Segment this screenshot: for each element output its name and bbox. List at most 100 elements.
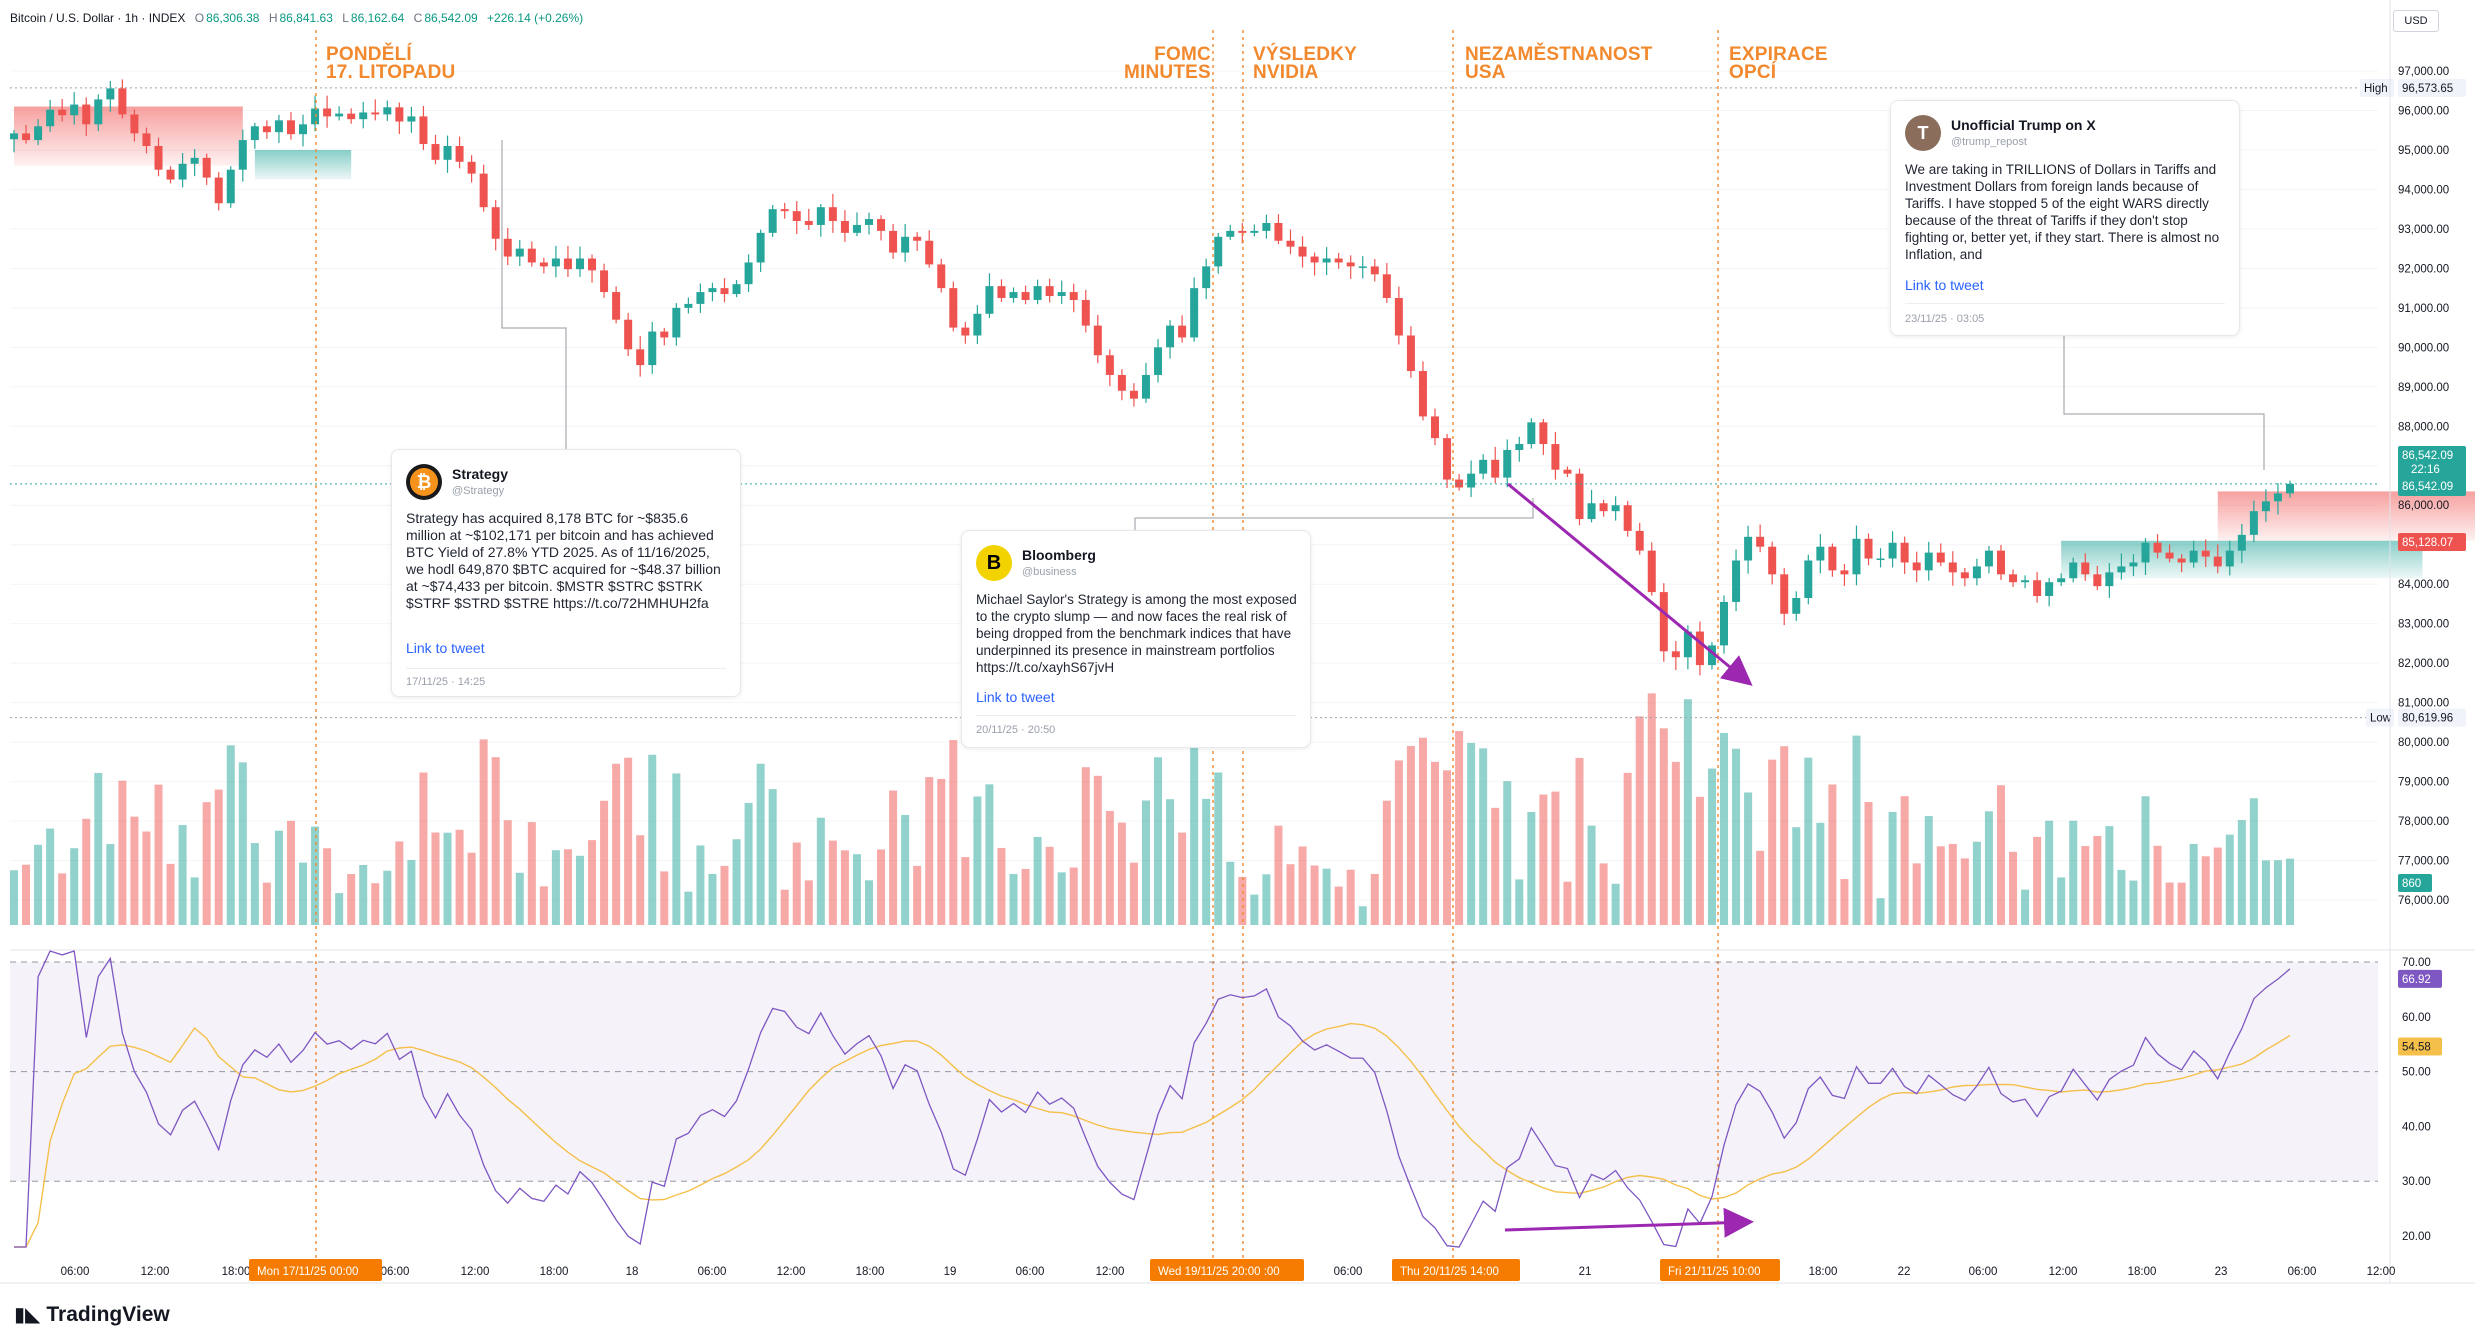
volume-bar — [600, 800, 609, 925]
price-divergence-arrow — [1507, 482, 1753, 686]
volume-bar — [106, 844, 115, 925]
time-tick-label: 06:00 — [2288, 1266, 2317, 1278]
tweet-bloomberg[interactable]: B Bloomberg @business Michael Saylor's S… — [961, 530, 1311, 748]
candle-body — [214, 177, 223, 204]
high-tag: High — [2364, 83, 2388, 95]
last-price-label: 86,542.09 — [2402, 450, 2453, 462]
tweet-trump[interactable]: T Unofficial Trump on X @trump_repost We… — [1890, 100, 2240, 336]
price-tick-label: 82,000.00 — [2398, 658, 2449, 670]
candle-body — [1623, 505, 1632, 531]
tweet-author-handle: @business — [1022, 566, 1077, 578]
volume-bar — [720, 865, 729, 925]
volume-bar — [624, 757, 633, 925]
time-tick-label: 06:00 — [381, 1266, 410, 1278]
tweet-link[interactable]: Link to tweet — [406, 640, 485, 656]
low-label: L — [342, 11, 349, 25]
volume-bar — [696, 845, 705, 925]
time-tick-label: 18 — [626, 1266, 639, 1278]
volume-bar — [2201, 856, 2210, 925]
candle-body — [2009, 574, 2018, 583]
tweet-strategy[interactable]: ₿ Strategy @Strategy Strategy has acquir… — [391, 449, 741, 697]
volume-bar — [1744, 792, 1753, 925]
volume-bar — [2249, 798, 2258, 925]
candle-body — [792, 211, 801, 222]
volume-bar — [2165, 882, 2174, 925]
volume-tag: 860 — [2402, 878, 2421, 890]
volume-bar — [1455, 731, 1464, 925]
volume-bar — [1310, 865, 1319, 925]
volume-bar — [395, 841, 404, 925]
volume-bar — [1864, 802, 1873, 925]
candle-body — [2069, 562, 2078, 579]
candle-body — [2237, 534, 2246, 551]
candle-body — [178, 163, 187, 180]
time-tick-label: 12:00 — [2049, 1266, 2078, 1278]
volume-bar — [1418, 737, 1427, 925]
candle-body — [612, 292, 621, 320]
low-value: 86,162.64 — [350, 11, 405, 25]
volume-bar — [1093, 775, 1102, 925]
volume-bar — [1972, 841, 1981, 925]
volume-bar — [311, 826, 320, 925]
tweet-link[interactable]: Link to tweet — [1905, 277, 1984, 293]
volume-bar — [648, 754, 657, 925]
volume-bar — [1936, 846, 1945, 925]
volume-bar — [1166, 799, 1175, 925]
candle-body — [1190, 288, 1199, 338]
tweet-connector — [2063, 336, 2265, 470]
tweet-author-handle: @Strategy — [452, 485, 505, 497]
rsi-tick-label: 50.00 — [2402, 1067, 2431, 1079]
candle-body — [1105, 355, 1114, 375]
candle-body — [1804, 560, 1813, 599]
volume-bar — [1852, 735, 1861, 925]
volume-bar — [1732, 748, 1741, 925]
time-badge-bg — [1392, 1259, 1520, 1281]
volume-bar — [1370, 873, 1379, 925]
volume-bar — [1503, 781, 1512, 925]
volume-bar — [2093, 835, 2102, 925]
volume-bar — [539, 886, 548, 925]
candle-body — [1370, 266, 1379, 275]
volume-bar — [2105, 826, 2114, 925]
candle-body — [166, 169, 175, 180]
candle-body — [1900, 542, 1909, 563]
red-level-tag-bg — [2398, 533, 2466, 551]
volume-bar — [1792, 827, 1801, 925]
volume-bar — [1358, 906, 1367, 925]
candle-body — [226, 169, 235, 204]
volume-bar — [455, 829, 464, 925]
candle-body — [1551, 444, 1560, 470]
last-price-label-2: 86,542.09 — [2402, 481, 2453, 493]
time-tick-label: 12:00 — [461, 1266, 490, 1278]
volume-bar — [2177, 882, 2186, 925]
volume-bar — [371, 883, 380, 925]
candle-body — [973, 313, 982, 336]
candle-body — [2249, 511, 2258, 535]
time-tick-label: 06:00 — [1334, 1266, 1363, 1278]
candle-body — [1563, 469, 1572, 474]
time-tick-label: 12:00 — [1096, 1266, 1125, 1278]
tradingview-logo[interactable]: ▮◣ TradingView — [14, 1302, 170, 1327]
candle-body — [684, 303, 693, 308]
brand-name: TradingView — [46, 1303, 170, 1326]
currency-button[interactable]: USD — [2393, 10, 2439, 32]
candle-body — [1888, 542, 1897, 559]
tweet-link[interactable]: Link to tweet — [976, 689, 1055, 705]
volume-bar — [323, 848, 332, 925]
volume-bar — [359, 864, 368, 925]
candle-body — [1984, 550, 1993, 567]
rsi-tick-label: 40.00 — [2402, 1121, 2431, 1133]
candle-body — [949, 288, 958, 328]
volume-bar — [2021, 889, 2030, 925]
candle-body — [1358, 266, 1367, 268]
candle-body — [1852, 538, 1861, 575]
price-tick-label: 92,000.00 — [2398, 263, 2449, 275]
candle-body — [1093, 325, 1102, 356]
candle-body — [1069, 292, 1078, 300]
axes: 97,000.00 96,000.00 95,000.00 94,000.00 93,0… — [0, 0, 2475, 1284]
candle-body — [311, 108, 320, 125]
candle-body — [1924, 552, 1933, 571]
candle-body — [816, 207, 825, 225]
volume-bar — [1804, 757, 1813, 925]
